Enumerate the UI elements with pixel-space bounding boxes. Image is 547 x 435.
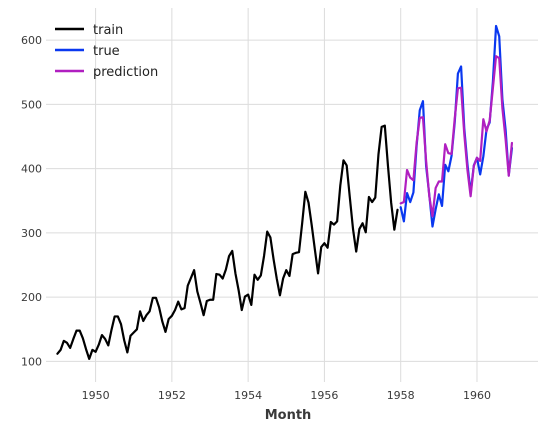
y-tick-label: 600 <box>21 34 42 47</box>
tick-labels: 1950 1952 1954 1956 1958 1960 100 200 300 400 500 6… <box>21 34 491 402</box>
legend-label-train: train <box>93 23 123 38</box>
x-tick-label: 1952 <box>158 389 186 402</box>
x-tick-label: 1956 <box>310 389 338 402</box>
series-line-prediction <box>399 55 514 218</box>
y-tick-label: 300 <box>21 227 42 240</box>
legend: train true prediction <box>55 23 158 80</box>
y-tick-label: 200 <box>21 291 42 304</box>
x-tick-label: 1960 <box>463 389 491 402</box>
y-tick-label: 500 <box>21 98 42 111</box>
x-tick-label: 1950 <box>82 389 110 402</box>
legend-label-prediction: prediction <box>93 65 158 80</box>
y-tick-label: 400 <box>21 163 42 176</box>
y-tick-label: 100 <box>21 355 42 368</box>
series-lines <box>56 24 514 360</box>
x-tick-label: 1958 <box>387 389 415 402</box>
series-line-train <box>56 124 399 360</box>
gridlines <box>46 8 538 382</box>
x-tick-label: 1954 <box>234 389 262 402</box>
legend-label-true: true <box>93 44 120 59</box>
x-axis-label: Month <box>265 408 312 423</box>
